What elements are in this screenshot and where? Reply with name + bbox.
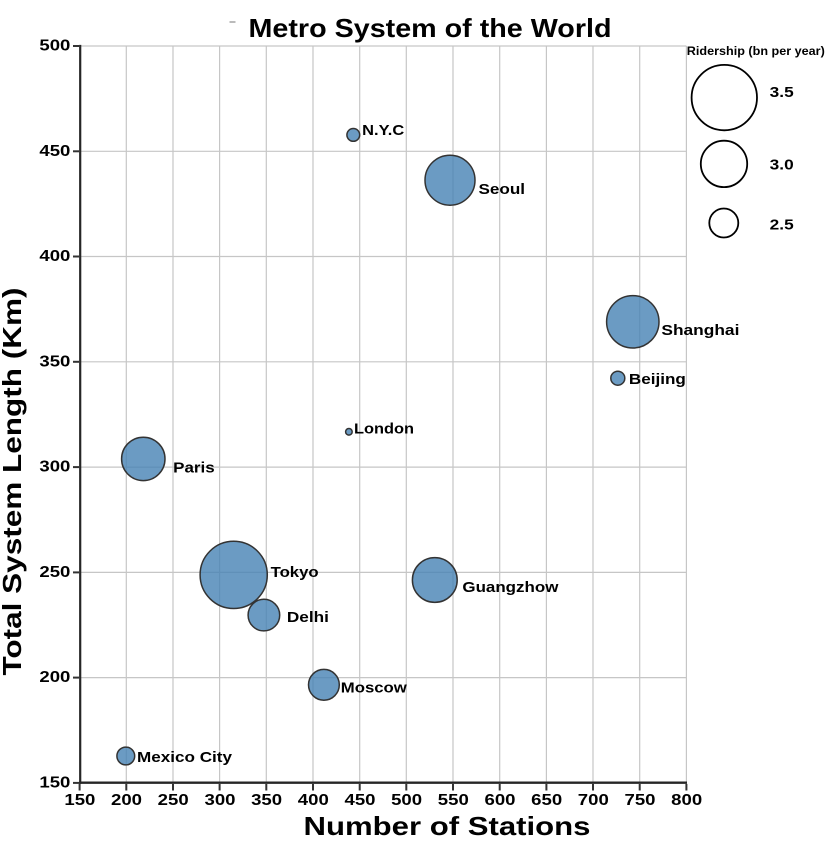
svg-text:Tokyo: Tokyo — [271, 564, 319, 581]
svg-text:Shanghai: Shanghai — [661, 322, 739, 339]
svg-text:200: 200 — [39, 669, 70, 686]
svg-text:Delhi: Delhi — [287, 609, 329, 626]
svg-text:350: 350 — [251, 792, 282, 809]
svg-text:250: 250 — [158, 792, 189, 809]
svg-text:Moscow: Moscow — [341, 680, 407, 697]
svg-text:450: 450 — [39, 143, 70, 160]
svg-text:400: 400 — [298, 792, 329, 809]
svg-text:Metro System of the World: Metro System of the World — [249, 13, 612, 43]
svg-text:450: 450 — [345, 792, 376, 809]
svg-text:London: London — [354, 420, 414, 437]
svg-text:N.Y.C: N.Y.C — [362, 122, 404, 139]
svg-text:350: 350 — [39, 353, 70, 370]
svg-text:Beijing: Beijing — [629, 371, 686, 388]
svg-text:300: 300 — [205, 792, 236, 809]
svg-text:600: 600 — [485, 792, 516, 809]
svg-text:400: 400 — [39, 248, 70, 265]
svg-text:500: 500 — [391, 792, 422, 809]
svg-text:500: 500 — [39, 38, 70, 55]
svg-text:550: 550 — [438, 792, 469, 809]
svg-text:Paris: Paris — [173, 459, 215, 476]
svg-text:150: 150 — [39, 775, 70, 792]
svg-text:3.5: 3.5 — [770, 84, 794, 101]
svg-text:Mexico City: Mexico City — [137, 749, 233, 766]
svg-text:250: 250 — [39, 564, 70, 581]
svg-text:650: 650 — [531, 792, 562, 809]
svg-text:Seoul: Seoul — [479, 181, 526, 198]
svg-text:Total System Length (Km): Total System Length (Km) — [0, 288, 27, 676]
svg-text:750: 750 — [625, 792, 656, 809]
svg-text:2.5: 2.5 — [770, 216, 794, 233]
svg-text:150: 150 — [64, 792, 95, 809]
svg-text:200: 200 — [111, 792, 142, 809]
svg-text:700: 700 — [578, 792, 609, 809]
svg-text:Guangzhow: Guangzhow — [462, 579, 558, 596]
svg-text:Ridership (bn per year): Ridership (bn per year) — [687, 44, 825, 58]
svg-text:Number of Stations: Number of Stations — [304, 811, 591, 841]
svg-text:3.0: 3.0 — [770, 157, 794, 174]
svg-text:300: 300 — [39, 459, 70, 476]
svg-text:800: 800 — [671, 792, 702, 809]
